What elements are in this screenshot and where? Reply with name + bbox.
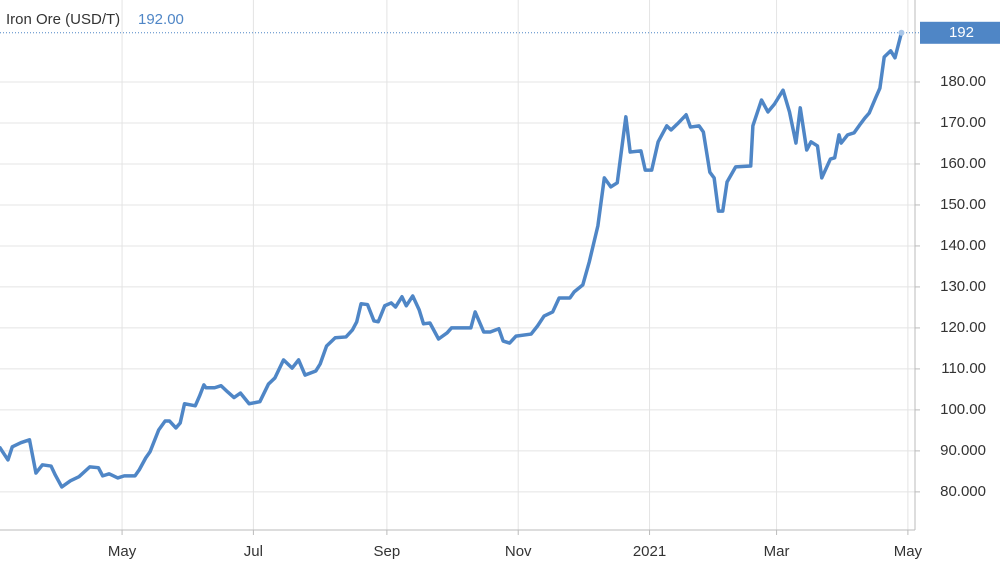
chart-subtitle: 192.00 [138,11,184,28]
price-line [0,32,904,489]
last-value-label: 192 [949,24,974,41]
x-tick-label: May [894,543,923,560]
y-tick-label: 180.00 [940,73,986,90]
x-tick-label: Nov [505,543,532,560]
y-tick-label: 100.00 [940,401,986,418]
chart-title: Iron Ore (USD/T) [6,11,120,28]
x-tick-label: May [108,543,137,560]
y-tick-label: 140.00 [940,237,986,254]
y-tick-label: 80.000 [940,483,986,500]
y-tick-label: 120.00 [940,319,986,336]
last-value-badge [920,21,1000,44]
y-tick-label: 130.00 [940,278,986,295]
last-point [898,29,905,36]
y-tick-label: 150.00 [940,196,986,213]
x-tick-label: Sep [374,543,401,560]
y-tick-label: 160.00 [940,155,986,172]
y-tick-label: 90.000 [940,442,986,459]
y-tick-label: 110.00 [941,360,986,377]
x-tick-label: Mar [764,543,790,560]
x-tick-label: 2021 [633,543,666,560]
y-tick-label: 170.00 [940,114,986,131]
x-tick-label: Jul [244,543,263,560]
